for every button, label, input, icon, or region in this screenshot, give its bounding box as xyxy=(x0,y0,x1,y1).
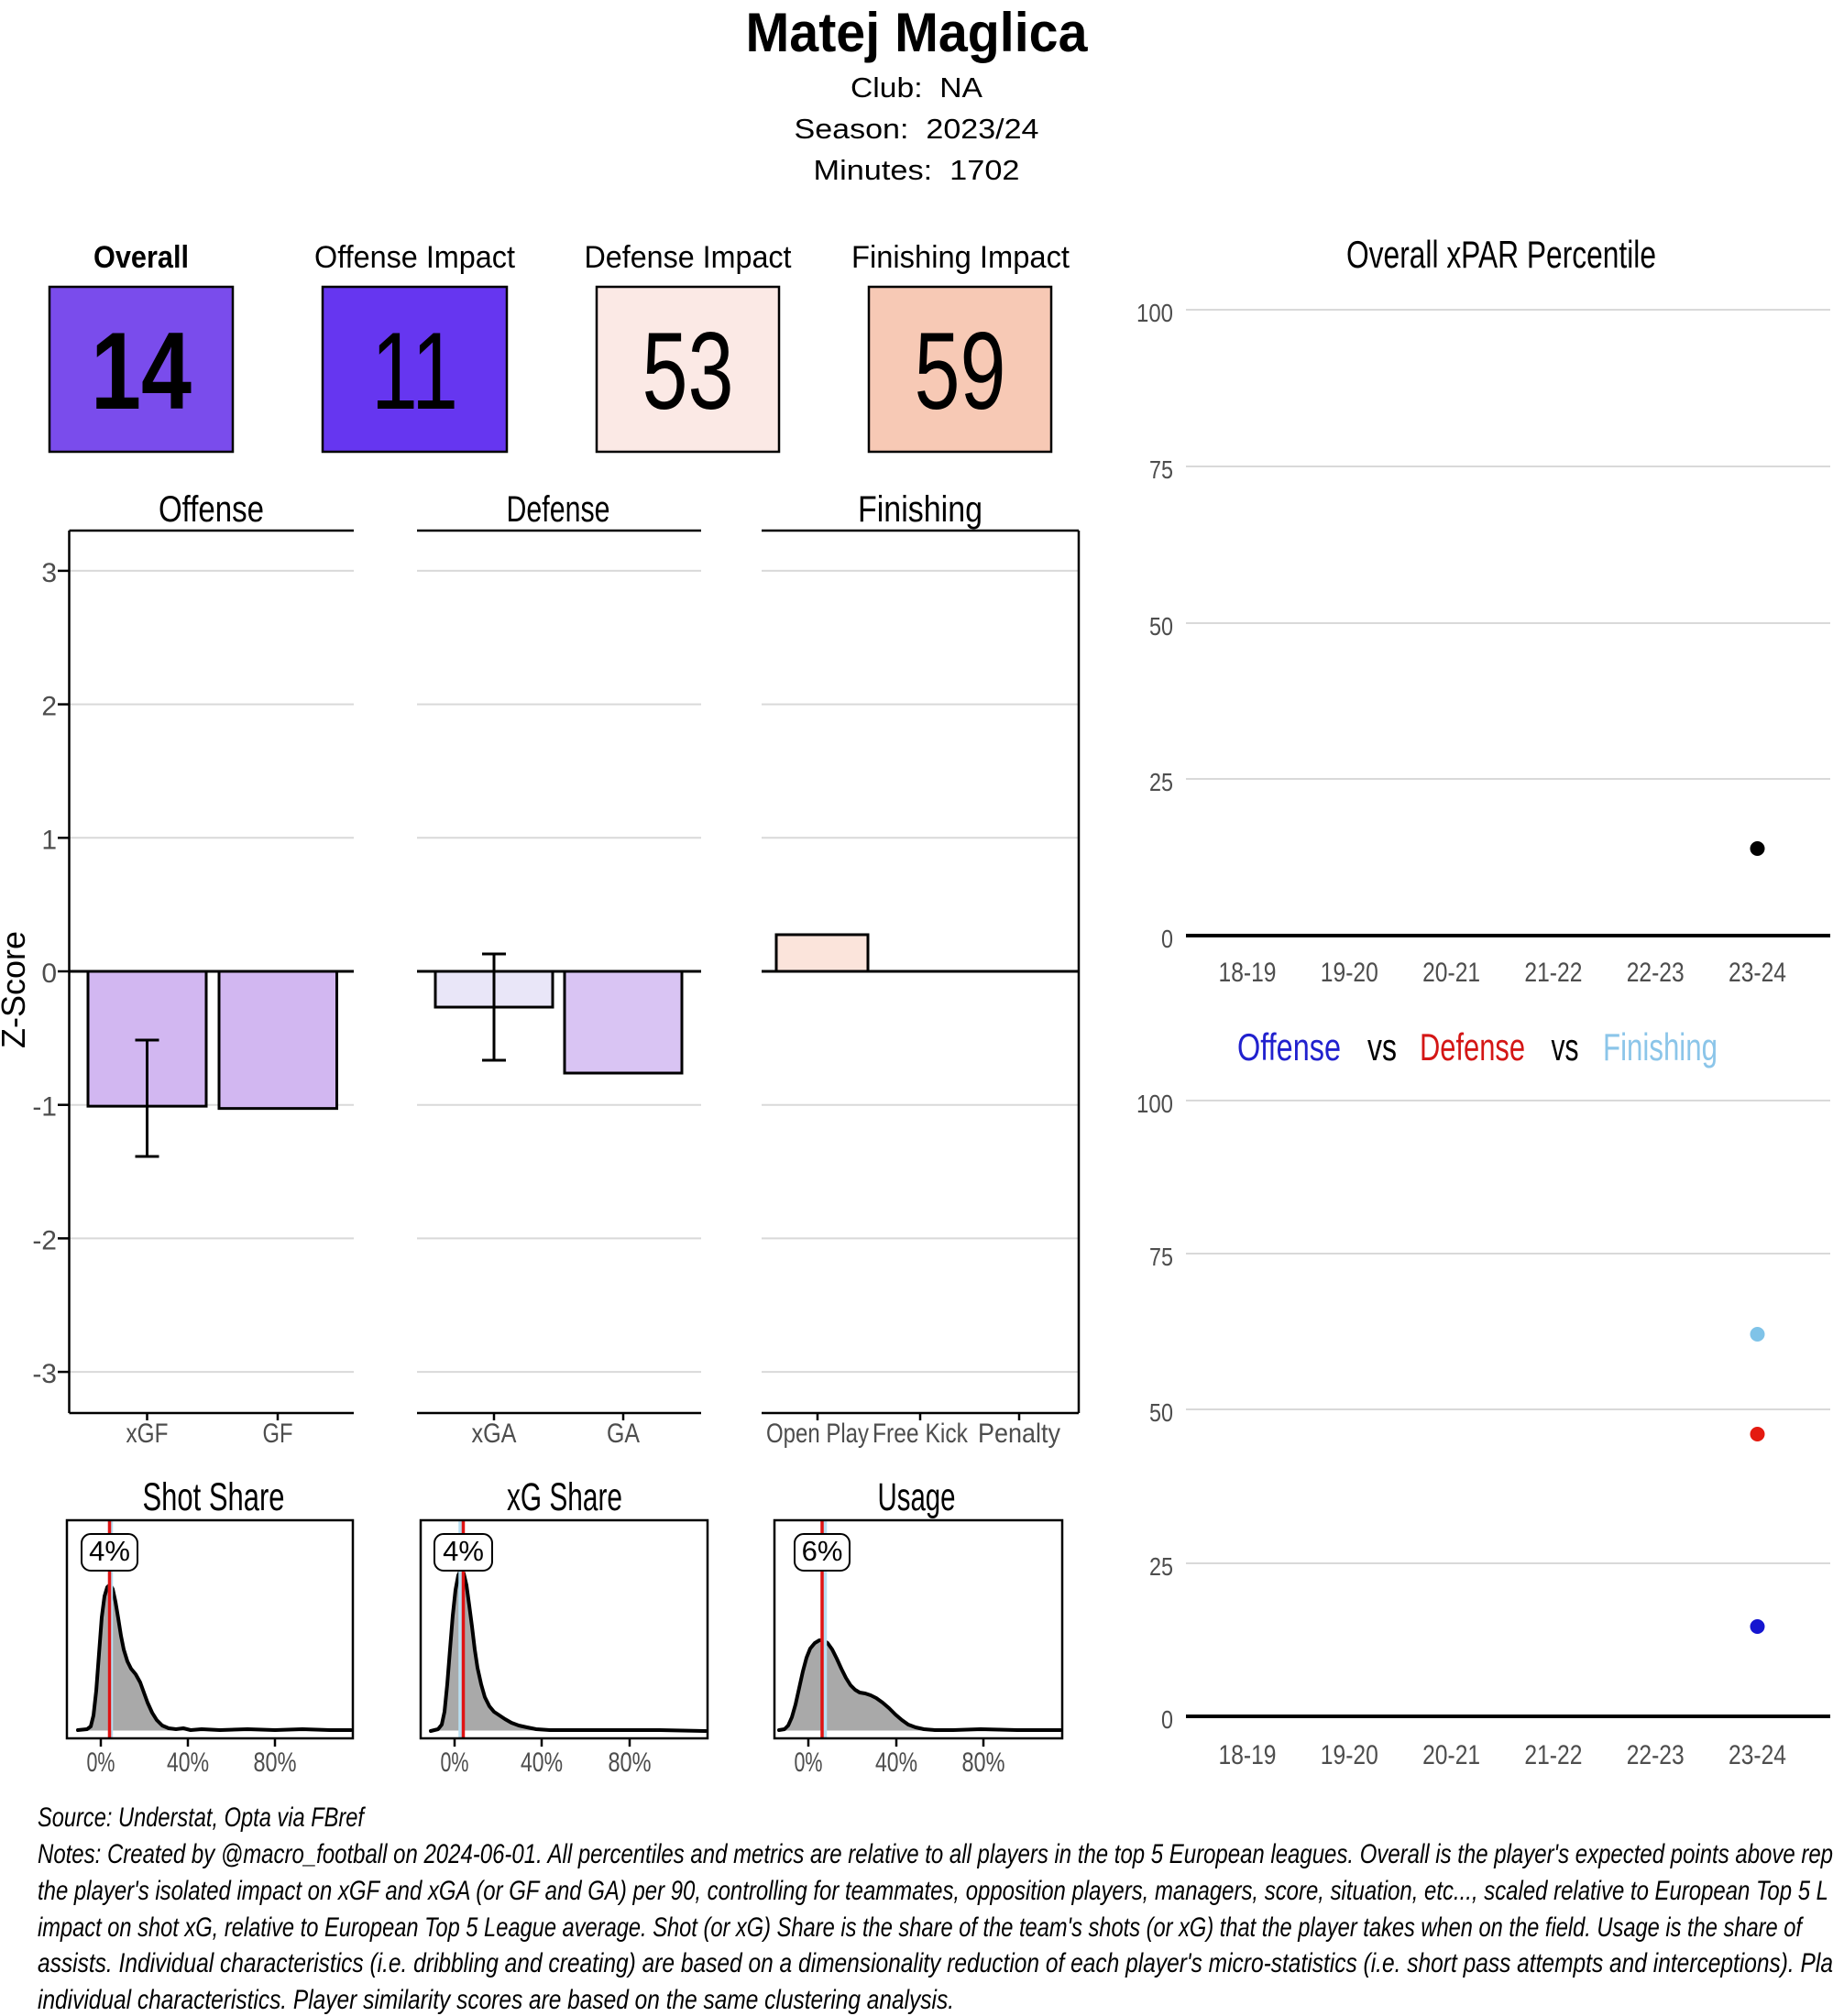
svg-text:4%: 4% xyxy=(89,1535,130,1567)
svg-text:23-24: 23-24 xyxy=(1729,958,1786,988)
svg-text:0%: 0% xyxy=(795,1748,823,1778)
svg-text:1: 1 xyxy=(41,825,57,855)
svg-text:Matej Maglica: Matej Maglica xyxy=(746,2,1089,63)
svg-text:Offense: Offense xyxy=(159,489,264,530)
svg-text:-1: -1 xyxy=(32,1092,57,1123)
svg-text:Z-Score: Z-Score xyxy=(0,931,32,1048)
svg-text:0: 0 xyxy=(1161,1705,1173,1734)
svg-text:20-21: 20-21 xyxy=(1422,1740,1480,1770)
svg-text:53: 53 xyxy=(642,310,734,433)
svg-text:Offense Impact: Offense Impact xyxy=(314,240,516,275)
svg-text:40%: 40% xyxy=(167,1748,209,1778)
svg-text:100: 100 xyxy=(1136,1090,1173,1118)
svg-text:20-21: 20-21 xyxy=(1422,958,1480,988)
svg-text:xG Share: xG Share xyxy=(507,1475,622,1519)
svg-text:0%: 0% xyxy=(441,1748,469,1778)
svg-text:50: 50 xyxy=(1149,612,1173,641)
svg-text:Defense: Defense xyxy=(1420,1025,1525,1068)
svg-text:50: 50 xyxy=(1149,1398,1173,1427)
svg-text:25: 25 xyxy=(1149,1552,1173,1581)
svg-text:individual characteristics. Pl: individual characteristics. Player simil… xyxy=(38,1985,954,2015)
svg-text:Overall: Overall xyxy=(93,240,189,275)
svg-text:assists. Individual characteri: assists. Individual characteristics (i.e… xyxy=(38,1948,1833,1978)
svg-text:25: 25 xyxy=(1149,768,1173,796)
svg-text:impact on shot xG, relative to: impact on shot xG, relative to European … xyxy=(38,1912,1804,1943)
svg-text:Finishing: Finishing xyxy=(1603,1025,1718,1068)
svg-text:Notes: Created by @macro_footb: Notes: Created by @macro_football on 202… xyxy=(38,1839,1833,1869)
svg-text:Minutes: 1702: Minutes: 1702 xyxy=(814,154,1020,186)
svg-text:-2: -2 xyxy=(32,1225,57,1255)
svg-text:Finishing Impact: Finishing Impact xyxy=(851,240,1070,275)
svg-text:Defense Impact: Defense Impact xyxy=(585,240,793,275)
svg-text:Penalty: Penalty xyxy=(978,1419,1060,1449)
svg-text:18-19: 18-19 xyxy=(1219,1740,1277,1770)
svg-text:-3: -3 xyxy=(32,1359,57,1389)
svg-text:80%: 80% xyxy=(962,1748,1005,1778)
svg-text:the player's isolated impact o: the player's isolated impact on xGF and … xyxy=(38,1876,1828,1906)
svg-text:Season: 2023/24: Season: 2023/24 xyxy=(795,113,1039,145)
svg-text:14: 14 xyxy=(91,310,192,433)
svg-text:xGF: xGF xyxy=(126,1419,169,1449)
svg-text:21-22: 21-22 xyxy=(1524,958,1582,988)
svg-text:80%: 80% xyxy=(254,1748,297,1778)
svg-text:Offense: Offense xyxy=(1237,1025,1341,1068)
svg-text:xGA: xGA xyxy=(472,1419,517,1449)
svg-text:Usage: Usage xyxy=(878,1475,956,1519)
svg-text:GA: GA xyxy=(607,1419,640,1449)
svg-text:22-23: 22-23 xyxy=(1627,1740,1685,1770)
svg-text:59: 59 xyxy=(915,310,1006,433)
svg-text:23-24: 23-24 xyxy=(1729,1740,1786,1770)
svg-text:Club: NA: Club: NA xyxy=(851,71,982,104)
svg-text:vs: vs xyxy=(1552,1025,1579,1068)
svg-text:Free Kick: Free Kick xyxy=(873,1419,969,1449)
svg-text:21-22: 21-22 xyxy=(1524,1740,1582,1770)
svg-text:GF: GF xyxy=(263,1419,293,1449)
svg-text:Finishing: Finishing xyxy=(858,489,982,530)
svg-text:0: 0 xyxy=(1161,925,1173,953)
svg-text:11: 11 xyxy=(371,310,458,433)
svg-text:19-20: 19-20 xyxy=(1321,958,1378,988)
svg-text:40%: 40% xyxy=(521,1748,563,1778)
svg-text:6%: 6% xyxy=(802,1535,843,1567)
svg-text:Defense: Defense xyxy=(507,489,610,530)
svg-text:Source: Understat, Opta via FB: Source: Understat, Opta via FBref xyxy=(38,1802,366,1833)
svg-text:19-20: 19-20 xyxy=(1321,1740,1378,1770)
svg-text:100: 100 xyxy=(1136,299,1173,327)
svg-text:18-19: 18-19 xyxy=(1219,958,1277,988)
svg-text:vs: vs xyxy=(1367,1025,1397,1068)
svg-text:4%: 4% xyxy=(443,1535,484,1567)
svg-text:22-23: 22-23 xyxy=(1627,958,1685,988)
svg-text:Overall xPAR Percentile: Overall xPAR Percentile xyxy=(1346,233,1656,276)
svg-text:75: 75 xyxy=(1149,1243,1173,1271)
svg-text:2: 2 xyxy=(41,692,57,722)
svg-text:Shot Share: Shot Share xyxy=(143,1475,285,1519)
svg-text:3: 3 xyxy=(41,558,57,588)
svg-text:0: 0 xyxy=(41,959,57,989)
svg-text:0%: 0% xyxy=(87,1748,115,1778)
svg-text:75: 75 xyxy=(1149,455,1173,484)
svg-text:40%: 40% xyxy=(875,1748,917,1778)
svg-text:Open Play: Open Play xyxy=(766,1419,869,1449)
svg-text:80%: 80% xyxy=(609,1748,652,1778)
